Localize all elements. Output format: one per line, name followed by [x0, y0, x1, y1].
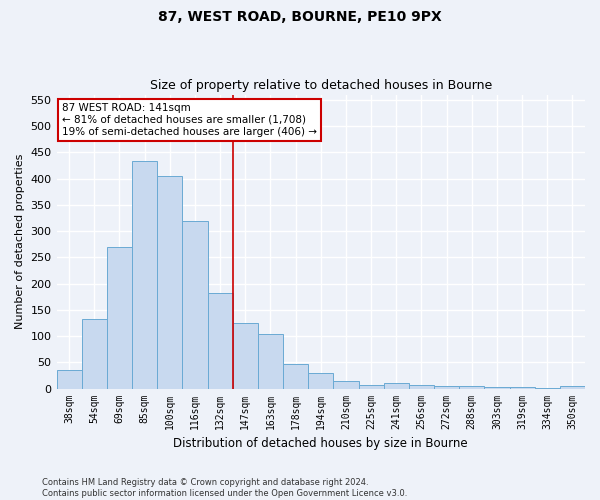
Text: 87, WEST ROAD, BOURNE, PE10 9PX: 87, WEST ROAD, BOURNE, PE10 9PX — [158, 10, 442, 24]
Bar — [308, 373, 334, 388]
Text: Contains HM Land Registry data © Crown copyright and database right 2024.
Contai: Contains HM Land Registry data © Crown c… — [42, 478, 407, 498]
Bar — [409, 386, 434, 388]
Bar — [132, 161, 157, 388]
Bar — [334, 380, 359, 388]
Bar — [182, 220, 208, 388]
Bar — [509, 387, 535, 388]
Bar — [283, 364, 308, 388]
Bar — [383, 384, 409, 388]
Bar — [258, 334, 283, 388]
Bar — [434, 386, 459, 388]
Bar — [233, 323, 258, 388]
Bar — [157, 176, 182, 388]
X-axis label: Distribution of detached houses by size in Bourne: Distribution of detached houses by size … — [173, 437, 468, 450]
Bar — [107, 247, 132, 388]
Bar — [459, 386, 484, 388]
Bar — [560, 386, 585, 388]
Bar — [82, 318, 107, 388]
Y-axis label: Number of detached properties: Number of detached properties — [15, 154, 25, 329]
Title: Size of property relative to detached houses in Bourne: Size of property relative to detached ho… — [149, 79, 492, 92]
Bar — [56, 370, 82, 388]
Bar — [208, 293, 233, 388]
Bar — [359, 385, 383, 388]
Text: 87 WEST ROAD: 141sqm
← 81% of detached houses are smaller (1,708)
19% of semi-de: 87 WEST ROAD: 141sqm ← 81% of detached h… — [62, 104, 317, 136]
Bar — [484, 387, 509, 388]
